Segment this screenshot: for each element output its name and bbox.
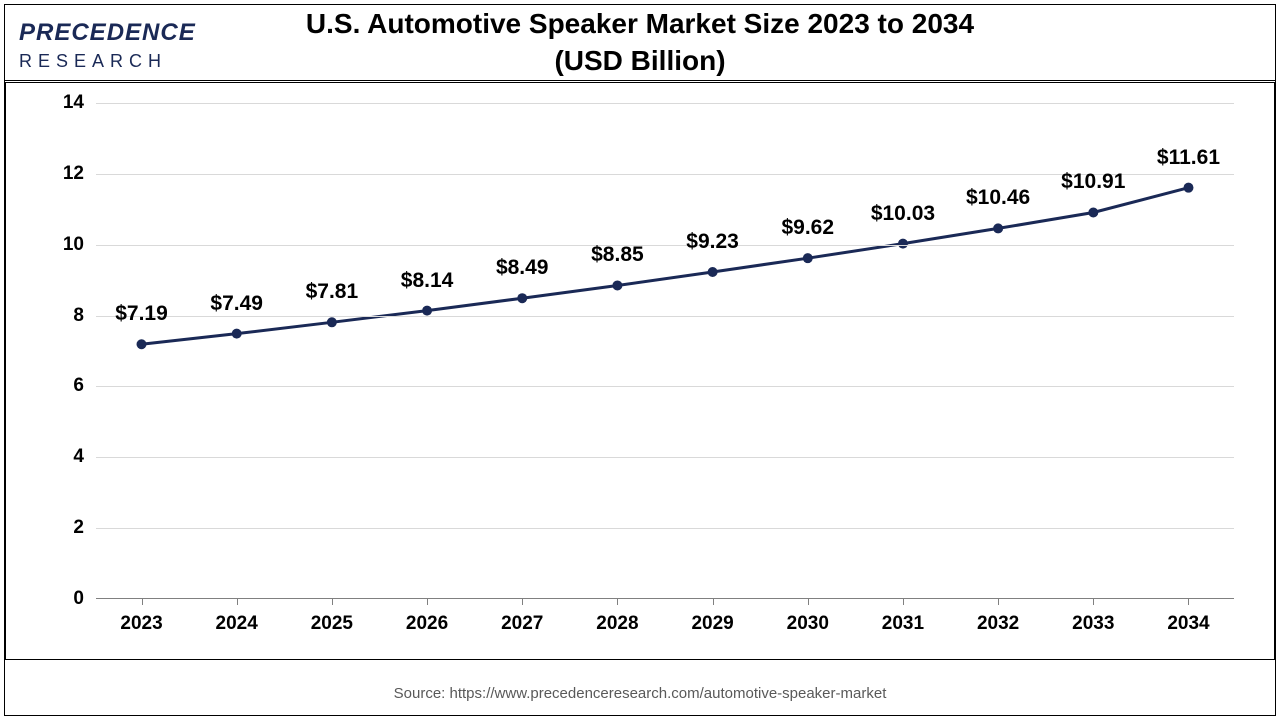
gridline [96, 103, 1234, 104]
data-point [327, 317, 337, 327]
logo: PRECEDENCE [19, 19, 196, 47]
data-label: $10.46 [966, 186, 1030, 210]
y-axis-tick: 12 [63, 163, 96, 185]
data-label: $7.19 [115, 302, 168, 326]
x-tick-mark [617, 599, 618, 605]
x-tick-mark [808, 599, 809, 605]
x-tick-mark [713, 599, 714, 605]
gridline [96, 316, 1234, 317]
x-tick-mark [903, 599, 904, 605]
x-tick-mark [427, 599, 428, 605]
x-tick-mark [998, 599, 999, 605]
gridline [96, 457, 1234, 458]
data-label: $8.49 [496, 256, 549, 280]
data-point [708, 267, 718, 277]
data-label: $8.14 [401, 269, 454, 293]
data-label: $9.23 [686, 230, 739, 254]
header: PRECEDENCE RESEARCH U.S. Automotive Spea… [5, 5, 1275, 81]
logo-text: PRECEDENCE [19, 19, 196, 47]
gridline [96, 528, 1234, 529]
chart-line [142, 188, 1189, 345]
data-label: $10.03 [871, 202, 935, 226]
x-tick-mark [1188, 599, 1189, 605]
data-label: $7.81 [306, 280, 359, 304]
chart-title-line2: (USD Billion) [5, 43, 1275, 79]
x-tick-mark [1093, 599, 1094, 605]
x-tick-mark [522, 599, 523, 605]
y-axis-tick: 0 [73, 588, 96, 610]
gridline [96, 386, 1234, 387]
x-tick-mark [332, 599, 333, 605]
y-axis-tick: 14 [63, 92, 96, 114]
data-label: $9.62 [781, 216, 834, 240]
y-axis-tick: 6 [73, 375, 96, 397]
data-point [993, 223, 1003, 233]
data-point [1183, 183, 1193, 193]
data-label: $11.61 [1157, 146, 1220, 170]
data-point [137, 339, 147, 349]
x-tick-mark [237, 599, 238, 605]
y-axis-tick: 4 [73, 446, 96, 468]
data-point [612, 280, 622, 290]
data-point [517, 293, 527, 303]
data-point [1088, 207, 1098, 217]
x-axis-line [96, 598, 1234, 599]
gridline [96, 245, 1234, 246]
x-tick-mark [142, 599, 143, 605]
y-axis-tick: 2 [73, 517, 96, 539]
logo-subtext: RESEARCH [19, 51, 167, 72]
chart-plot-area: 0246810121420232024202520262027202820292… [96, 103, 1234, 599]
chart-container: 0246810121420232024202520262027202820292… [5, 82, 1275, 660]
y-axis-tick: 10 [63, 234, 96, 256]
data-label: $8.85 [591, 243, 644, 267]
data-label: $10.91 [1061, 170, 1125, 194]
y-axis-tick: 8 [73, 305, 96, 327]
source-text: Source: https://www.precedenceresearch.c… [0, 685, 1280, 702]
data-point [898, 239, 908, 249]
data-label: $7.49 [210, 292, 263, 316]
data-point [232, 329, 242, 339]
data-point [803, 253, 813, 263]
data-point [422, 306, 432, 316]
